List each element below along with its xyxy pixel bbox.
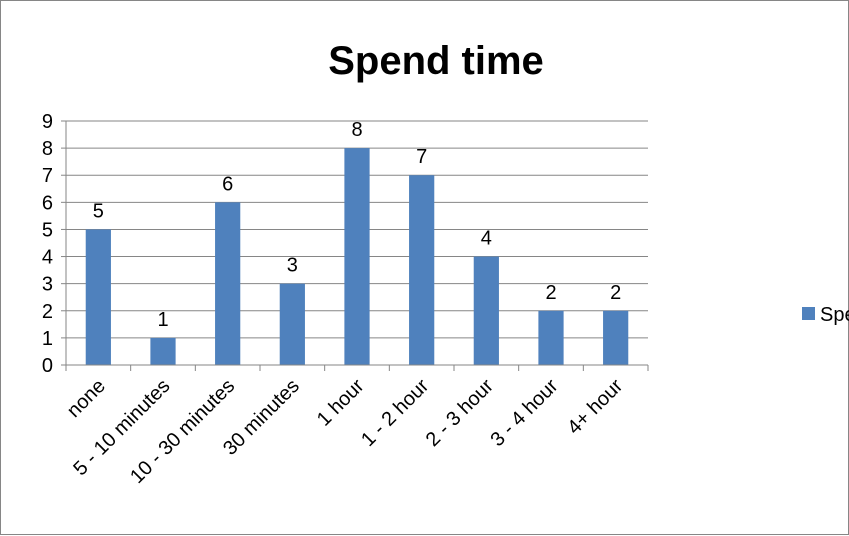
- y-tick-label: 7: [42, 165, 53, 187]
- data-labels: 5 1 6 3 8 7 4 2 2: [93, 119, 621, 331]
- y-tick-label: 3: [42, 274, 53, 296]
- y-tick-label: 1: [42, 328, 53, 350]
- x-tick-label: 1 hour: [313, 375, 369, 431]
- legend-swatch: [802, 307, 815, 320]
- y-tick-label: 6: [42, 192, 53, 214]
- x-tick-label: none: [63, 375, 110, 422]
- data-label: 5: [93, 200, 104, 222]
- data-label: 3: [287, 255, 298, 277]
- x-tick-label: 1 - 2 hour: [357, 375, 433, 451]
- data-label: 2: [610, 282, 621, 304]
- bar: [344, 148, 370, 365]
- x-tick-label: 3 - 4 hour: [486, 375, 562, 451]
- bar: [538, 310, 564, 365]
- bar: [409, 175, 435, 365]
- data-label: 6: [222, 173, 233, 195]
- data-label: 8: [351, 119, 362, 141]
- data-label: 2: [545, 282, 556, 304]
- y-tick-label: 4: [42, 247, 53, 269]
- legend-label: Spend time: [820, 304, 849, 326]
- bar: [279, 283, 305, 365]
- bar: [85, 229, 111, 365]
- y-tick-label: 0: [42, 355, 53, 377]
- bar: [215, 202, 241, 365]
- x-tick-label: 2 - 3 hour: [422, 375, 498, 451]
- bar: [473, 256, 499, 365]
- y-axis-ticks: 0 1 2 3 4 5 6 7 8 9: [42, 111, 53, 377]
- data-label: 4: [481, 228, 492, 250]
- y-tick-label: 8: [42, 138, 53, 160]
- bar: [150, 337, 176, 365]
- data-label: 1: [157, 309, 168, 331]
- chart-title: Spend time: [328, 39, 544, 83]
- y-tick-label: 9: [42, 111, 53, 133]
- data-label: 7: [416, 146, 427, 168]
- x-tick-label: 4+ hour: [563, 375, 627, 439]
- axes: [61, 120, 649, 371]
- legend: Spend time: [802, 304, 849, 326]
- bar: [603, 310, 629, 365]
- y-tick-label: 5: [42, 219, 53, 241]
- y-tick-label: 2: [42, 301, 53, 323]
- bars: [85, 148, 629, 365]
